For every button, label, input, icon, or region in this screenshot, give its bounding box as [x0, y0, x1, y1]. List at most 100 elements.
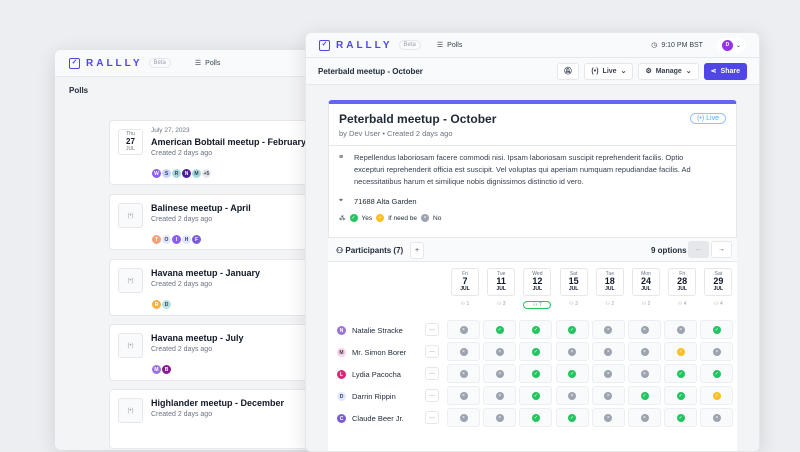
vote-cell[interactable]: ✓	[555, 408, 589, 427]
vote-cell[interactable]: ×	[628, 342, 661, 361]
option-date: Sat 15 JUL	[559, 268, 588, 296]
day-of-week: Mon	[641, 271, 651, 277]
poll-title: Balinese meetup - April	[151, 203, 251, 213]
prev-button[interactable]: ←	[688, 241, 709, 258]
no-icon: ×	[568, 391, 577, 400]
vote-cell[interactable]: ×	[664, 320, 698, 339]
manage-dropdown[interactable]: ⚙ Manage ⌄	[638, 62, 699, 80]
poll-card: Peterbald meetup - October by Dev User •…	[328, 100, 737, 451]
month: JUL	[126, 146, 135, 152]
vote-cell[interactable]: ✓	[483, 320, 517, 339]
logo-icon: ✓	[69, 57, 80, 69]
location: 71688 Alta Garden	[354, 197, 417, 206]
vote-cell[interactable]: ×	[591, 386, 625, 405]
broadcast-icon: (•)	[697, 115, 707, 122]
vote-cell[interactable]: ✓	[664, 386, 698, 405]
vote-count: ⚇ 2	[596, 301, 624, 307]
day-of-week: Fri	[462, 271, 468, 277]
user-menu[interactable]: D ⌄	[716, 37, 746, 53]
day: 11	[496, 276, 506, 286]
vote-cell[interactable]: ✓	[555, 320, 589, 339]
vote-cell[interactable]: ✓	[519, 408, 553, 427]
add-participant-button[interactable]: +	[410, 242, 425, 259]
vote-cell[interactable]: ✓	[519, 320, 553, 339]
chevron-down-icon: ⌄	[685, 68, 692, 75]
maybe-icon: ✓	[676, 347, 685, 356]
month: JUL	[713, 286, 724, 292]
vote-cell[interactable]: ✓	[700, 364, 734, 383]
participant-menu-button[interactable]: ···	[425, 389, 439, 402]
list-icon: ☰	[436, 42, 444, 49]
vote-cell[interactable]: ×	[555, 386, 589, 405]
yes-icon: ✓	[495, 325, 504, 334]
vote-cell[interactable]: ✓	[628, 386, 661, 405]
notifications-button[interactable]: 🔕︎	[556, 62, 580, 80]
participant-menu-button[interactable]: ···	[425, 367, 439, 380]
vote-cell[interactable]: ×	[591, 364, 625, 383]
next-button[interactable]: →	[711, 241, 732, 258]
vote-count: ⚇ 4	[704, 301, 732, 307]
vote-cell[interactable]: ×	[700, 408, 734, 427]
vote-cell[interactable]: ×	[628, 320, 661, 339]
participant-menu-button[interactable]: ···	[425, 411, 439, 424]
vote-cell[interactable]: ×	[591, 342, 625, 361]
vote-cell[interactable]: ×	[628, 364, 661, 383]
poll-title: Peterbald meetup - October	[339, 112, 497, 126]
share-button[interactable]: ⋖ Share	[703, 62, 747, 80]
vote-cell[interactable]: ✓	[664, 364, 698, 383]
vote-cell[interactable]: ×	[447, 342, 480, 361]
live-badge-label: Live	[706, 115, 719, 122]
vote-cell[interactable]: ×	[700, 342, 734, 361]
participant-menu-button[interactable]: ···	[425, 345, 439, 358]
vote-cell[interactable]: ✓	[519, 364, 553, 383]
vote-cell[interactable]: ×	[483, 342, 517, 361]
logo[interactable]: ✓ RALLLY Beta	[319, 39, 421, 51]
vote-cell[interactable]: ✓	[555, 364, 589, 383]
vote-cell[interactable]: ×	[447, 364, 480, 383]
vote-cell[interactable]: ×	[591, 408, 625, 427]
participants-count: Participants (7)	[345, 246, 404, 255]
month: JUL	[605, 286, 615, 292]
vote-cell[interactable]: ✓	[700, 320, 734, 339]
no-icon: ×	[459, 369, 468, 378]
day-of-week: Sat	[569, 271, 578, 277]
live-dropdown[interactable]: (•) Live ⌄	[584, 62, 634, 80]
month: JUL	[460, 286, 470, 292]
vote-cell[interactable]: ✓	[519, 386, 553, 405]
vote-cell[interactable]: ✓	[519, 342, 553, 361]
participant-name: Darrin Rippin	[352, 392, 396, 401]
vote-cell[interactable]: ×	[447, 320, 480, 339]
vote-cell[interactable]: ×	[628, 408, 661, 427]
vote-cell[interactable]: ×	[555, 342, 589, 361]
legend-maybe: If need be	[388, 214, 418, 222]
day: 27	[126, 137, 135, 146]
vote-cell[interactable]: ×	[447, 408, 480, 427]
gear-icon: ⚙	[645, 68, 652, 75]
avatar: D	[161, 299, 172, 310]
count: 4	[719, 301, 723, 307]
no-icon: ×	[459, 413, 468, 422]
more-icon: ···	[429, 392, 435, 399]
vote-cell[interactable]: ✓	[664, 342, 698, 361]
vote-cell[interactable]: ×	[483, 386, 517, 405]
nav-polls[interactable]: ☰ Polls	[436, 41, 462, 50]
no-icon: ×	[495, 391, 504, 400]
vote-cell[interactable]: ×	[483, 364, 517, 383]
vote-cell[interactable]: ✓	[700, 386, 734, 405]
participant-menu-button[interactable]: ···	[425, 323, 439, 336]
count: 4	[683, 301, 687, 307]
vote-cell[interactable]: ×	[447, 386, 480, 405]
logo[interactable]: ✓ RALLLY Beta	[69, 57, 171, 69]
avatar: +5	[201, 168, 212, 179]
day: 29	[713, 276, 724, 286]
vote-cell[interactable]: ✓	[664, 408, 698, 427]
poll-created: Created 2 days ago	[151, 150, 213, 157]
timezone-button[interactable]: ◷ 9:10 PM BST	[651, 41, 703, 50]
day-of-week: Sat	[714, 271, 723, 277]
clock-icon: ◷	[651, 42, 658, 49]
nav-polls[interactable]: ☰ Polls	[195, 59, 220, 68]
vote-cell[interactable]: ×	[483, 408, 517, 427]
vote-count: ⚇ 4	[668, 301, 696, 307]
vote-cell[interactable]: ×	[591, 320, 625, 339]
